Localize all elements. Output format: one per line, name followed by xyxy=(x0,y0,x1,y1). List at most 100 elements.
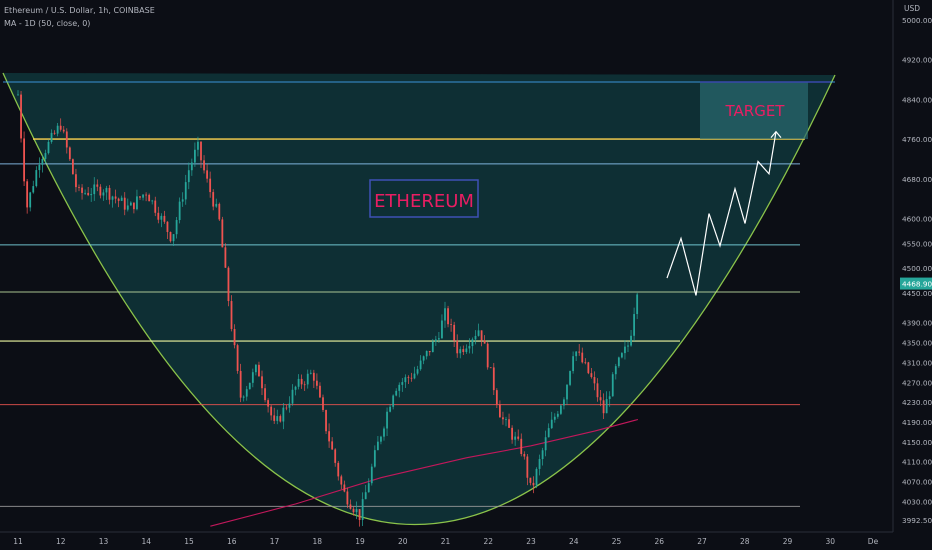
candle xyxy=(300,378,303,385)
candle xyxy=(456,340,459,354)
target-label: TARGET xyxy=(725,102,786,120)
candle xyxy=(465,348,468,353)
candle xyxy=(364,492,367,500)
candle xyxy=(151,200,154,202)
candle xyxy=(410,377,413,379)
candle xyxy=(255,364,257,373)
candle xyxy=(154,200,157,213)
candle xyxy=(87,192,90,196)
candle xyxy=(434,339,437,342)
candle xyxy=(166,221,169,232)
candle xyxy=(224,247,227,268)
candle xyxy=(44,153,47,159)
candle xyxy=(560,405,562,414)
candle xyxy=(32,186,35,193)
candle xyxy=(370,466,373,484)
candle xyxy=(361,499,364,520)
candle xyxy=(621,353,623,358)
candle xyxy=(99,186,102,196)
candles xyxy=(17,90,639,527)
candle xyxy=(380,436,382,442)
candle xyxy=(236,345,239,371)
candle xyxy=(422,356,425,361)
candle xyxy=(349,504,352,509)
x-tick-label: 18 xyxy=(312,537,322,546)
candle xyxy=(306,373,309,385)
x-tick-label: De xyxy=(868,537,879,546)
candle xyxy=(462,349,465,353)
indicator-title: MA - 1D (50, close, 0) xyxy=(4,19,91,28)
projection-arrow xyxy=(770,130,782,139)
candle xyxy=(419,360,422,370)
candle xyxy=(386,411,388,429)
candle xyxy=(480,330,483,341)
candle xyxy=(264,388,266,401)
candle xyxy=(273,415,276,421)
candle xyxy=(218,203,221,220)
candle xyxy=(294,386,297,390)
candle xyxy=(111,196,114,200)
candle xyxy=(282,407,285,422)
candle xyxy=(47,141,50,154)
cup-curve xyxy=(2,72,836,525)
candle xyxy=(90,194,93,196)
candle xyxy=(346,491,349,505)
candle xyxy=(453,324,456,341)
candle xyxy=(599,397,602,401)
x-tick-label: 24 xyxy=(569,537,579,546)
candle xyxy=(270,406,273,416)
y-tick-label: 4230.00 xyxy=(902,398,932,407)
currency-label: USD xyxy=(904,4,920,13)
candle xyxy=(352,508,355,513)
candle xyxy=(248,382,251,390)
candle xyxy=(468,346,471,349)
x-tick-label: 21 xyxy=(441,537,451,546)
candle xyxy=(401,382,404,385)
candle xyxy=(212,192,215,207)
candle xyxy=(328,431,330,442)
y-tick-label: 5000.00 xyxy=(902,16,932,25)
y-tick-label: 4110.00 xyxy=(902,458,932,467)
current-price-label: 4468.90 xyxy=(902,280,932,289)
candle xyxy=(547,428,550,438)
candle xyxy=(517,436,520,439)
candle xyxy=(581,352,584,363)
y-tick-label: 4070.00 xyxy=(902,478,932,487)
candle xyxy=(56,125,59,134)
candle xyxy=(566,384,568,400)
candle xyxy=(184,182,187,200)
candle xyxy=(242,396,245,398)
candle xyxy=(535,468,538,486)
candle xyxy=(407,377,410,379)
candle xyxy=(627,345,629,347)
candle xyxy=(62,129,65,132)
candle xyxy=(624,346,626,354)
y-tick-label: 4030.00 xyxy=(902,497,932,506)
candle xyxy=(578,351,581,353)
target-zone xyxy=(700,82,808,140)
candle xyxy=(41,158,44,165)
candle xyxy=(404,377,407,383)
candle xyxy=(181,199,184,202)
candle xyxy=(529,477,532,483)
candle xyxy=(175,220,178,235)
candle xyxy=(395,390,398,396)
candle xyxy=(75,174,77,188)
candle xyxy=(508,419,510,428)
x-tick-label: 25 xyxy=(612,537,622,546)
price-axis-bg xyxy=(893,0,932,550)
x-tick-label: 20 xyxy=(398,537,408,546)
y-tick-label: 4760.00 xyxy=(902,135,932,144)
candle xyxy=(35,170,38,187)
candle xyxy=(197,141,199,150)
candle xyxy=(303,384,306,386)
candle xyxy=(575,351,578,357)
y-tick-label: 4190.00 xyxy=(902,418,932,427)
y-tick-label: 4680.00 xyxy=(902,175,932,184)
y-tick-label: 4920.00 xyxy=(902,56,932,65)
x-tick-label: 29 xyxy=(783,537,793,546)
y-tick-label: 4450.00 xyxy=(902,289,932,298)
candle xyxy=(563,399,565,406)
candle xyxy=(614,366,617,375)
